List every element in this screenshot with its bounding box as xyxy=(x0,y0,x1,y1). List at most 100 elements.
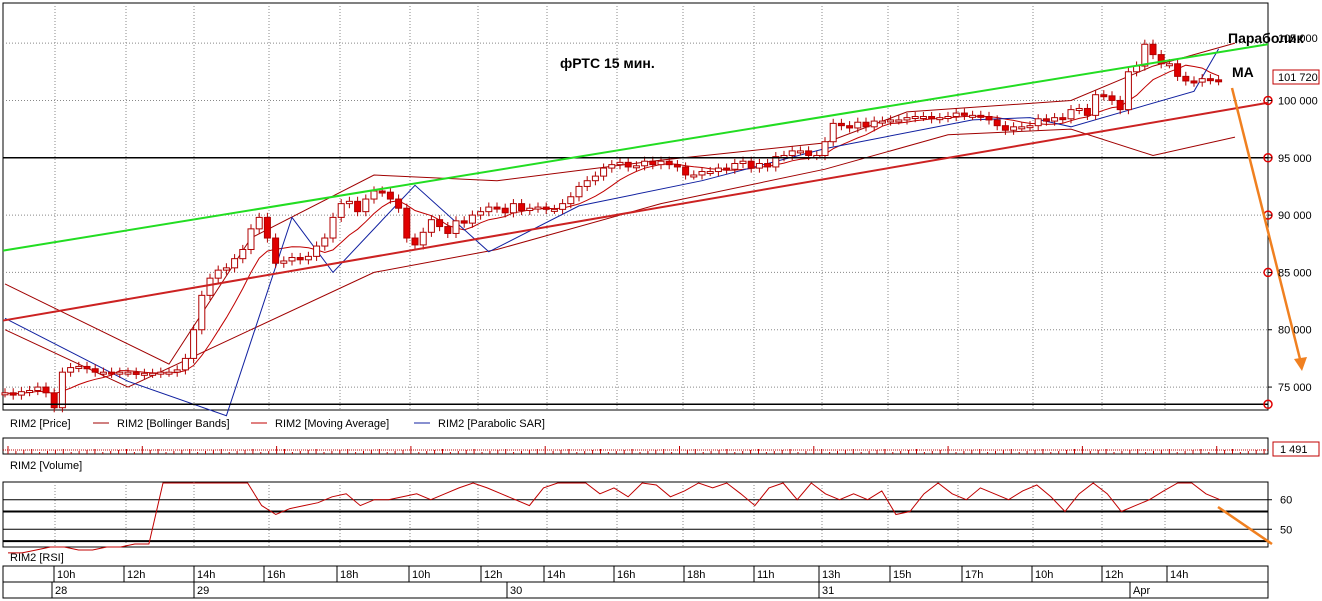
time-hour-label: 11h xyxy=(757,569,775,581)
candle-body xyxy=(304,255,312,261)
price-panel-frame xyxy=(2,2,1269,411)
y-axis-label: 80 000 xyxy=(1278,325,1312,337)
candle-body xyxy=(616,161,624,166)
candle-body xyxy=(575,185,583,198)
candle-body xyxy=(1141,43,1149,67)
candle-body xyxy=(993,119,1001,127)
candle-body xyxy=(263,216,271,239)
candle-body xyxy=(329,216,337,239)
candle-body xyxy=(91,368,99,373)
candle-body xyxy=(83,365,91,370)
candle-body xyxy=(1018,126,1026,130)
candle-body xyxy=(206,277,214,296)
candle-body xyxy=(1149,43,1157,56)
legend-item: RIM2 [Parabolic SAR] xyxy=(438,418,545,430)
y-axis-label: 75 000 xyxy=(1278,382,1312,394)
volume-last-label: 1 491 xyxy=(1280,444,1308,456)
candle-body xyxy=(1059,117,1067,121)
candle-body xyxy=(919,116,927,120)
candle-body xyxy=(591,175,599,182)
candle-body xyxy=(1206,78,1214,82)
candle-body xyxy=(542,206,550,210)
forecast-arrow-line xyxy=(1230,87,1304,368)
legend-item: RIM2 [Moving Average] xyxy=(275,418,389,430)
candle-body xyxy=(181,357,189,371)
candle-body xyxy=(895,119,903,123)
candle-body xyxy=(960,112,968,116)
candle-body xyxy=(468,214,476,224)
candle-body xyxy=(739,160,747,165)
candle-body xyxy=(534,206,542,210)
candle-body xyxy=(764,163,772,168)
rsi-line xyxy=(8,482,1221,554)
candle-body xyxy=(321,237,329,247)
time-hour-label: 14h xyxy=(1170,569,1188,581)
candle-body xyxy=(665,160,673,166)
candle-body xyxy=(26,390,34,394)
candle-body xyxy=(378,190,386,194)
candle-body xyxy=(829,122,837,143)
candle-body xyxy=(411,237,419,246)
candle-body xyxy=(731,163,739,170)
candle-body xyxy=(493,206,501,210)
candle-body xyxy=(1124,71,1132,111)
candle-body xyxy=(140,372,148,376)
time-hour-label: 14h xyxy=(197,569,215,581)
candle-body xyxy=(698,171,706,176)
candle-body xyxy=(1051,117,1059,122)
candle-body xyxy=(1198,78,1206,83)
candle-body xyxy=(313,245,321,257)
candle-body xyxy=(1067,109,1075,120)
candle-body xyxy=(395,198,403,209)
legend-item: RIM2 [Bollinger Bands] xyxy=(117,418,230,430)
candle-body xyxy=(657,160,665,166)
time-hour-label: 14h xyxy=(547,569,565,581)
candle-body xyxy=(165,371,173,375)
rsi-tick-label: 50 xyxy=(1280,524,1292,536)
candle-body xyxy=(690,174,698,178)
rsi-forecast-arrow xyxy=(1217,505,1273,546)
time-hour-label: 16h xyxy=(267,569,285,581)
time-date-label: 31 xyxy=(822,585,834,597)
candle-body xyxy=(58,371,66,409)
candle-body xyxy=(1034,118,1042,127)
last-price-box xyxy=(1272,69,1320,85)
candle-body xyxy=(583,180,591,187)
legend-item: RIM2 [Price] xyxy=(10,418,71,430)
candle-body xyxy=(1108,95,1116,101)
candle-body xyxy=(788,150,796,156)
volume-last-box xyxy=(1272,441,1320,457)
candle-body xyxy=(641,160,649,167)
candle-body xyxy=(501,207,509,214)
candle-body xyxy=(559,203,567,210)
candle-body xyxy=(1165,63,1173,67)
candle-body xyxy=(854,121,862,129)
candle-body xyxy=(34,386,42,392)
candle-body xyxy=(706,171,714,175)
candle-body xyxy=(296,257,304,261)
time-hour-label: 18h xyxy=(687,569,705,581)
forecast-arrow-head xyxy=(1294,357,1307,371)
candle-body xyxy=(567,196,575,205)
time-date-label: 29 xyxy=(197,585,209,597)
level-marker xyxy=(1263,399,1273,410)
candle-body xyxy=(1100,94,1108,98)
last-price-label: 101 720 xyxy=(1278,72,1318,84)
candle-body xyxy=(1157,54,1165,65)
candle-body xyxy=(1116,99,1124,111)
candle-body xyxy=(969,114,977,118)
time-hour-label: 10h xyxy=(57,569,75,581)
candle-body xyxy=(952,112,960,118)
candle-body xyxy=(862,121,870,128)
candle-body xyxy=(1001,125,1009,131)
time-hour-label: 12h xyxy=(484,569,502,581)
candle-body xyxy=(1190,80,1198,84)
candle-body xyxy=(550,208,558,212)
candle-body xyxy=(1182,75,1190,82)
time-hour-label: 18h xyxy=(340,569,358,581)
candle-body xyxy=(280,260,288,264)
candle-body xyxy=(878,120,886,124)
candle-body xyxy=(714,167,722,173)
rsi-panel-label: RIM2 [RSI] xyxy=(10,552,64,564)
candle-body xyxy=(608,164,616,169)
